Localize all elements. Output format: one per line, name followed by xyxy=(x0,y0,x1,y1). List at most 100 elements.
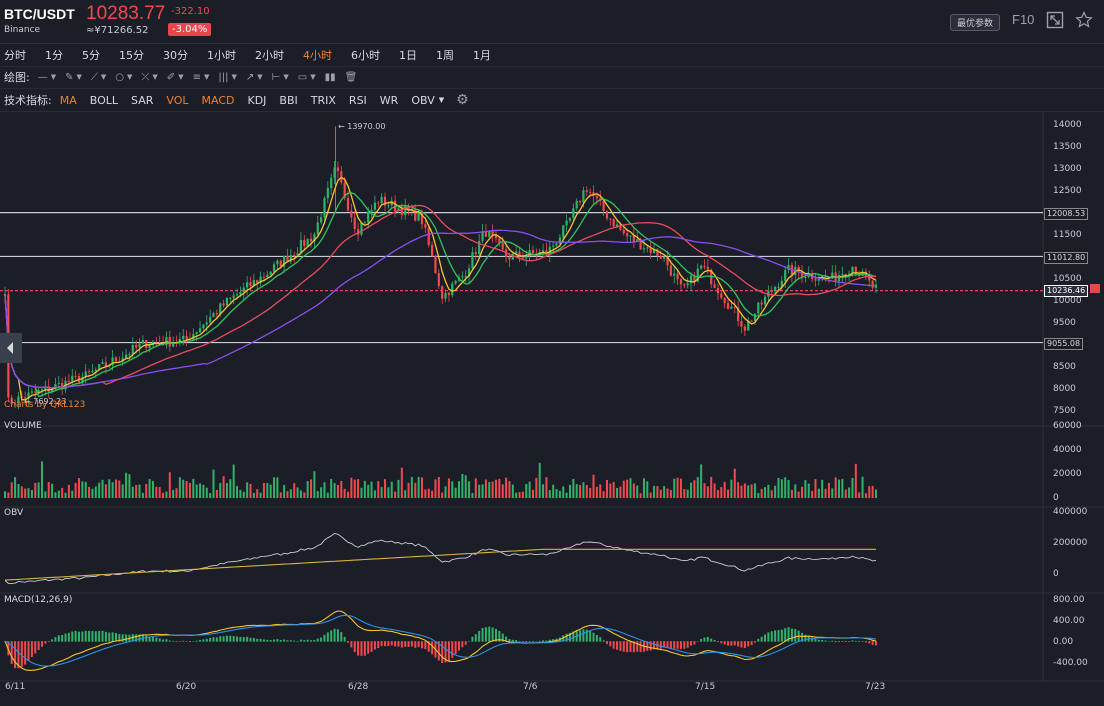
brush-tool-icon[interactable]: ✐ ▼ xyxy=(166,71,184,83)
f10-button[interactable]: F10 xyxy=(1012,12,1035,27)
candle-body xyxy=(205,322,208,325)
macd-histogram-bar xyxy=(310,640,313,642)
price-tick-label: 8000 xyxy=(1053,384,1076,394)
collapse-left-button[interactable] xyxy=(0,333,22,363)
macd-histogram-bar xyxy=(777,630,780,642)
measure-tool-icon[interactable]: ⊢ ▼ xyxy=(271,71,289,83)
price-tick-label: 13500 xyxy=(1053,142,1082,152)
candle-body xyxy=(114,357,118,362)
timeframe-10[interactable]: 1周 xyxy=(436,49,454,62)
indicator-vol[interactable]: VOL xyxy=(166,93,189,107)
macd-dea-line xyxy=(4,614,877,667)
star-icon[interactable] xyxy=(1075,11,1093,29)
candle-body xyxy=(622,229,625,234)
macd-histogram-bar xyxy=(841,641,844,642)
shape-tool-icon[interactable]: ○ ▼ xyxy=(115,71,133,83)
indicator-bbi[interactable]: BBI xyxy=(279,93,298,107)
channel-tool-icon[interactable]: ||| ▼ xyxy=(218,71,237,83)
indicator-obv[interactable]: OBV xyxy=(411,93,435,107)
volume-bar xyxy=(94,486,97,498)
indicator-trix[interactable]: TRIX xyxy=(310,93,336,107)
timeframe-2[interactable]: 5分 xyxy=(82,49,100,62)
candle-body xyxy=(407,206,410,211)
candle-body xyxy=(24,397,27,399)
timeframe-7[interactable]: 4小时 xyxy=(303,49,332,62)
settings-gear-icon[interactable]: ⚙ xyxy=(456,92,469,108)
annotation-tool-icon[interactable]: ▭ ▼ xyxy=(297,71,316,83)
candle-body xyxy=(578,200,582,203)
candle-body xyxy=(747,320,750,331)
macd-histogram-bar xyxy=(531,640,534,642)
volume-bar xyxy=(151,480,154,498)
volume-bar xyxy=(340,480,343,498)
timeframe-4[interactable]: 30分 xyxy=(163,49,188,62)
indicator-rsi[interactable]: RSI xyxy=(348,93,367,107)
candle-body xyxy=(454,280,457,284)
candle-body xyxy=(397,208,400,212)
volume-bar xyxy=(622,480,625,498)
volume-bar xyxy=(757,492,760,498)
macd-dif-line xyxy=(4,610,877,671)
obv-dropdown-icon[interactable]: ▼ xyxy=(438,96,445,104)
volume-bar xyxy=(575,484,578,498)
volume-bar xyxy=(525,484,528,498)
macd-histogram-bar xyxy=(222,636,225,642)
timeframe-1[interactable]: 1分 xyxy=(45,49,63,62)
volume-bar xyxy=(679,478,682,498)
macd-histogram-bar xyxy=(148,636,151,642)
macd-histogram-bar xyxy=(854,640,857,642)
volume-bar xyxy=(212,469,215,498)
macd-histogram-bar xyxy=(256,638,259,642)
timeframe-8[interactable]: 6小时 xyxy=(351,49,380,62)
macd-histogram-bar xyxy=(501,633,504,642)
timeframe-3[interactable]: 15分 xyxy=(119,49,144,62)
macd-histogram-bar xyxy=(790,628,793,642)
volume-bar xyxy=(249,483,252,498)
macd-histogram-bar xyxy=(511,639,514,642)
timeframe-0[interactable]: 分时 xyxy=(4,49,26,62)
volume-bar xyxy=(323,482,326,498)
ray-tool-icon[interactable]: ⟋ ▼ xyxy=(90,71,107,83)
indicator-ma[interactable]: MA xyxy=(59,93,77,107)
line-tool-icon[interactable]: — ▼ xyxy=(37,71,57,83)
timeframe-5[interactable]: 1小时 xyxy=(207,49,236,62)
trash-icon[interactable]: 🗑 xyxy=(344,71,358,83)
volume-bar xyxy=(871,485,874,498)
volume-bar xyxy=(703,483,706,498)
kline-chart[interactable] xyxy=(0,111,1104,706)
volume-bars xyxy=(4,461,877,498)
best-params-button[interactable]: 最优参数 xyxy=(950,14,1001,31)
chart-type-icon[interactable]: ▮▮ xyxy=(324,71,336,83)
fullscreen-icon[interactable] xyxy=(1046,11,1064,29)
macd-histogram-bar xyxy=(225,635,228,642)
volume-bar xyxy=(51,483,54,498)
candle-body xyxy=(868,276,871,281)
volume-bar xyxy=(609,483,612,498)
fib-tool-icon[interactable]: ⤫ ▼ xyxy=(141,71,158,83)
arrow-tool-icon[interactable]: ↗ ▼ xyxy=(245,71,263,83)
indicator-macd[interactable]: MACD xyxy=(201,93,235,107)
volume-bar xyxy=(491,481,494,498)
macd-histogram-bar xyxy=(454,641,457,655)
candle-body xyxy=(525,255,528,259)
pen-tool-icon[interactable]: ✎ ▼ xyxy=(65,71,82,83)
indicator-sar[interactable]: SAR xyxy=(131,93,154,107)
indicator-boll[interactable]: BOLL xyxy=(89,93,119,107)
timeframe-11[interactable]: 1月 xyxy=(473,49,491,62)
macd-histogram-bar xyxy=(572,631,575,642)
volume-bar xyxy=(727,489,730,498)
obv-title: OBV xyxy=(4,508,24,518)
timeframe-9[interactable]: 1日 xyxy=(399,49,417,62)
pair-title[interactable]: BTC/USDT xyxy=(4,6,75,22)
macd-histogram-bar xyxy=(521,641,524,643)
volume-bar xyxy=(40,461,43,498)
macd-histogram-bar xyxy=(723,641,726,645)
indicator-wr[interactable]: WR xyxy=(379,93,399,107)
macd-histogram-bar xyxy=(700,638,703,642)
volume-bar xyxy=(505,477,508,498)
indicator-kdj[interactable]: KDJ xyxy=(247,93,267,107)
volume-bar xyxy=(222,476,225,498)
candle-body xyxy=(679,279,683,285)
fib-levels-icon[interactable]: ≡ ▼ xyxy=(192,71,210,83)
timeframe-6[interactable]: 2小时 xyxy=(255,49,284,62)
